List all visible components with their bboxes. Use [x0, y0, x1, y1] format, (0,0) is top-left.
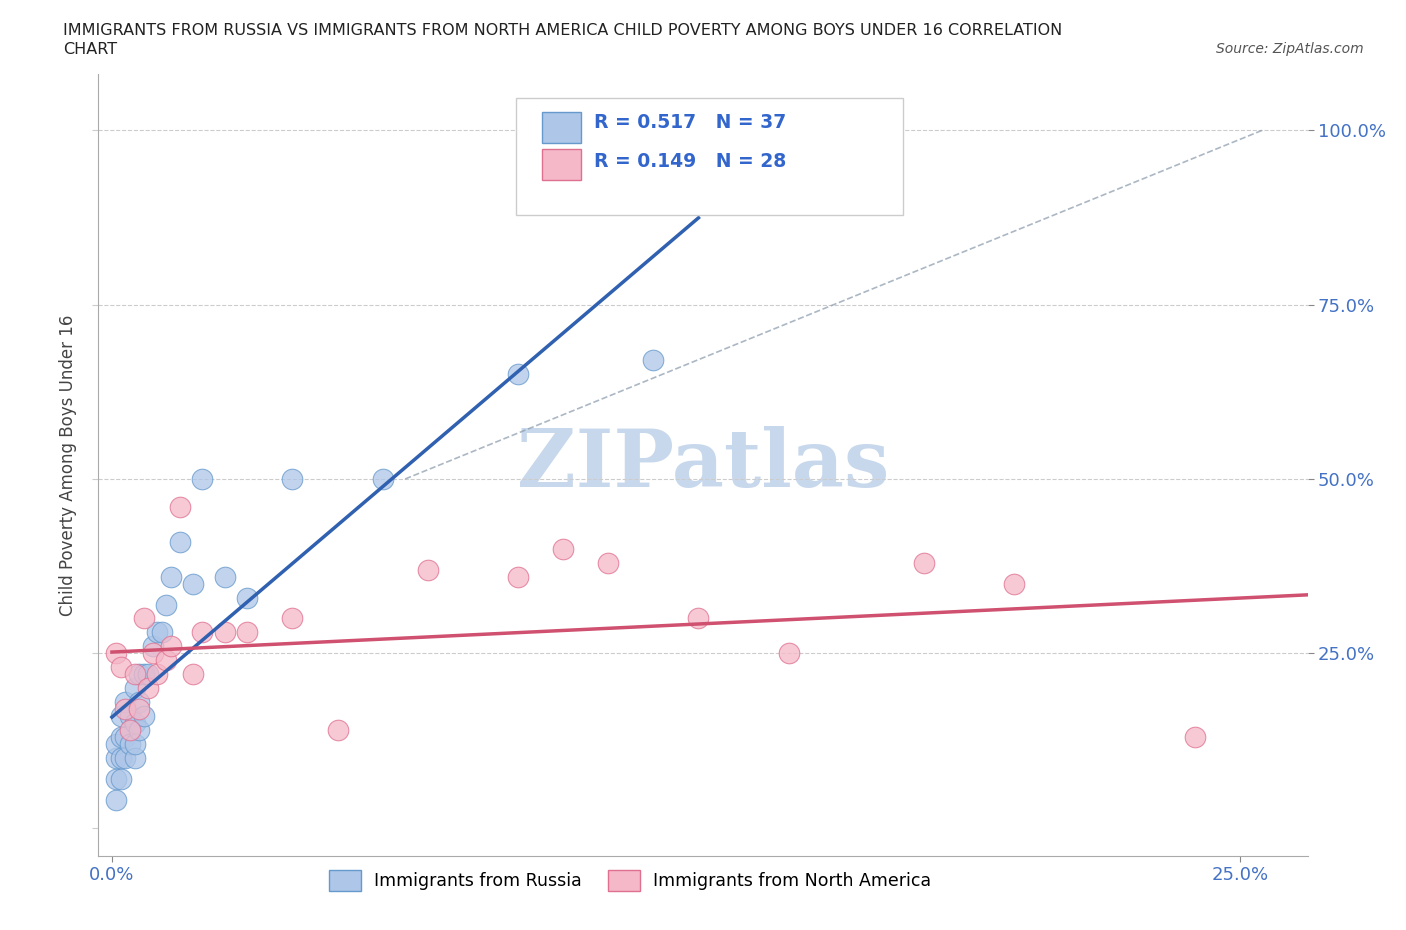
- Point: [181, 667, 204, 682]
- Point: [114, 702, 136, 717]
- Point: [110, 772, 132, 787]
- Text: ZIPatlas: ZIPatlas: [517, 426, 889, 504]
- Legend: Immigrants from Russia, Immigrants from North America: Immigrants from Russia, Immigrants from …: [322, 863, 938, 897]
- Point: [132, 667, 155, 682]
- Point: [142, 639, 165, 654]
- Text: Source: ZipAtlas.com: Source: ZipAtlas.com: [1216, 42, 1364, 56]
- Text: R = 0.517   N = 37: R = 0.517 N = 37: [595, 113, 786, 132]
- Point: [371, 472, 394, 486]
- Point: [1002, 577, 1025, 591]
- Point: [155, 653, 177, 668]
- Point: [114, 695, 136, 710]
- Text: CHART: CHART: [63, 42, 117, 57]
- Point: [236, 591, 259, 605]
- Point: [912, 555, 935, 570]
- Point: [105, 737, 128, 751]
- Point: [169, 535, 191, 550]
- Point: [643, 352, 665, 367]
- Point: [326, 723, 349, 737]
- Point: [114, 751, 136, 765]
- Point: [114, 729, 136, 744]
- Point: [598, 555, 620, 570]
- Point: [506, 569, 529, 584]
- Point: [132, 611, 155, 626]
- Point: [146, 625, 169, 640]
- Point: [132, 709, 155, 724]
- Point: [688, 611, 710, 626]
- Point: [159, 569, 181, 584]
- Point: [281, 611, 304, 626]
- Point: [155, 597, 177, 612]
- Point: [124, 751, 146, 765]
- Point: [105, 751, 128, 765]
- Point: [169, 499, 191, 514]
- Y-axis label: Child Poverty Among Boys Under 16: Child Poverty Among Boys Under 16: [59, 314, 77, 616]
- Point: [136, 681, 159, 696]
- Point: [191, 625, 214, 640]
- Point: [1184, 729, 1206, 744]
- Point: [110, 660, 132, 675]
- Point: [236, 625, 259, 640]
- Point: [191, 472, 214, 486]
- Point: [118, 709, 141, 724]
- Text: R = 0.149   N = 28: R = 0.149 N = 28: [595, 153, 786, 171]
- Point: [128, 667, 150, 682]
- Point: [214, 625, 236, 640]
- Point: [124, 667, 146, 682]
- Point: [105, 646, 128, 661]
- Text: IMMIGRANTS FROM RUSSIA VS IMMIGRANTS FROM NORTH AMERICA CHILD POVERTY AMONG BOYS: IMMIGRANTS FROM RUSSIA VS IMMIGRANTS FRO…: [63, 23, 1063, 38]
- Point: [181, 577, 204, 591]
- Point: [105, 792, 128, 807]
- Point: [128, 723, 150, 737]
- Point: [159, 639, 181, 654]
- Point: [124, 716, 146, 731]
- Point: [105, 772, 128, 787]
- Point: [416, 562, 439, 577]
- Point: [142, 646, 165, 661]
- Point: [128, 702, 150, 717]
- FancyBboxPatch shape: [516, 98, 903, 215]
- Point: [118, 737, 141, 751]
- Point: [778, 646, 800, 661]
- Point: [128, 695, 150, 710]
- Point: [146, 667, 169, 682]
- Point: [136, 667, 159, 682]
- Point: [110, 729, 132, 744]
- Bar: [543, 112, 581, 143]
- Point: [506, 367, 529, 382]
- Point: [214, 569, 236, 584]
- Point: [110, 751, 132, 765]
- Point: [124, 737, 146, 751]
- Point: [118, 723, 141, 737]
- Point: [553, 541, 575, 556]
- Point: [150, 625, 173, 640]
- Bar: [543, 149, 581, 179]
- Point: [281, 472, 304, 486]
- Point: [124, 681, 146, 696]
- Point: [110, 709, 132, 724]
